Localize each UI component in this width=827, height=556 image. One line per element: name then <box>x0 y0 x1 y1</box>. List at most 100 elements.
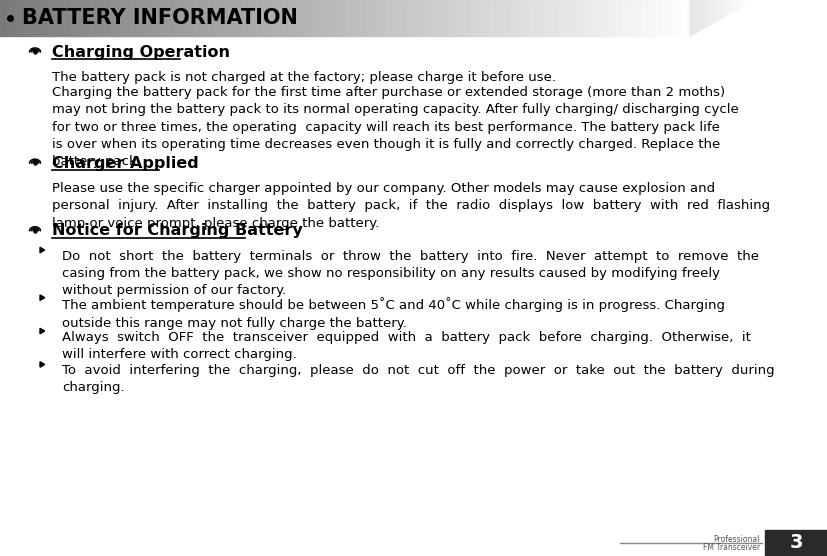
Bar <box>241 0 248 36</box>
Bar <box>117 0 124 36</box>
Text: Professional: Professional <box>714 534 760 544</box>
Bar <box>456 0 462 36</box>
Bar <box>200 0 207 36</box>
Polygon shape <box>720 0 723 19</box>
Text: Notice for Charging Battery: Notice for Charging Battery <box>52 224 303 239</box>
Bar <box>14 0 21 36</box>
Bar <box>221 0 227 36</box>
Bar <box>400 0 407 36</box>
Polygon shape <box>695 0 696 33</box>
Bar <box>476 0 483 36</box>
Bar <box>131 0 138 36</box>
Bar <box>545 0 552 36</box>
Polygon shape <box>727 0 729 16</box>
Bar <box>352 0 359 36</box>
Text: Always  switch  OFF  the  transceiver  equipped  with  a  battery  pack  before : Always switch OFF the transceiver equipp… <box>62 331 751 361</box>
Bar <box>179 0 186 36</box>
Text: Do  not  short  the  battery  terminals  or  throw  the  battery  into  fire.  N: Do not short the battery terminals or th… <box>62 250 759 297</box>
Bar <box>48 0 55 36</box>
Bar <box>765 530 827 556</box>
Bar <box>386 0 394 36</box>
Bar <box>538 0 545 36</box>
Bar <box>614 0 621 36</box>
Polygon shape <box>710 0 712 25</box>
Bar <box>600 0 607 36</box>
Bar <box>483 0 490 36</box>
Polygon shape <box>734 0 735 12</box>
Bar <box>276 0 283 36</box>
Bar <box>310 0 318 36</box>
Polygon shape <box>700 0 703 30</box>
Bar <box>27 0 35 36</box>
Bar <box>345 0 352 36</box>
Bar <box>110 0 117 36</box>
Polygon shape <box>738 0 740 9</box>
Bar <box>69 0 76 36</box>
Text: The ambient temperature should be between 5˚C and 40˚C while charging is in prog: The ambient temperature should be betwee… <box>62 297 725 330</box>
Bar <box>504 0 510 36</box>
Polygon shape <box>716 0 718 22</box>
Bar <box>497 0 504 36</box>
Polygon shape <box>714 0 716 23</box>
Bar <box>559 0 566 36</box>
Bar <box>0 0 7 36</box>
Bar <box>394 0 400 36</box>
Text: Charger Applied: Charger Applied <box>52 156 198 171</box>
Bar <box>635 0 642 36</box>
Bar <box>235 0 241 36</box>
Bar <box>524 0 531 36</box>
Bar <box>580 0 586 36</box>
Bar <box>159 0 165 36</box>
Bar <box>462 0 469 36</box>
Polygon shape <box>690 0 692 36</box>
Bar <box>435 0 442 36</box>
Bar <box>373 0 380 36</box>
Text: Please use the specific charger appointed by our company. Other models may cause: Please use the specific charger appointe… <box>52 182 770 230</box>
Polygon shape <box>692 0 695 35</box>
Polygon shape <box>729 0 731 14</box>
Bar <box>207 0 214 36</box>
Bar <box>269 0 276 36</box>
Text: To  avoid  interfering  the  charging,  please  do  not  cut  off  the  power  o: To avoid interfering the charging, pleas… <box>62 364 775 394</box>
Bar <box>256 0 262 36</box>
Bar <box>318 0 324 36</box>
Bar <box>683 0 690 36</box>
Bar <box>124 0 131 36</box>
Bar <box>421 0 428 36</box>
Bar <box>510 0 518 36</box>
Polygon shape <box>751 0 753 2</box>
Bar <box>262 0 269 36</box>
Bar <box>145 0 152 36</box>
Bar <box>83 0 89 36</box>
Bar <box>469 0 476 36</box>
Bar <box>103 0 110 36</box>
Polygon shape <box>699 0 700 31</box>
Polygon shape <box>707 0 710 26</box>
Polygon shape <box>718 0 720 21</box>
Bar <box>642 0 648 36</box>
Bar <box>648 0 656 36</box>
Bar <box>89 0 97 36</box>
Bar <box>76 0 83 36</box>
Bar <box>566 0 573 36</box>
Bar <box>152 0 159 36</box>
Polygon shape <box>735 0 738 11</box>
Bar <box>442 0 448 36</box>
Bar <box>366 0 373 36</box>
Bar <box>165 0 173 36</box>
Bar <box>41 0 48 36</box>
Polygon shape <box>705 0 707 28</box>
Bar <box>656 0 662 36</box>
Bar <box>490 0 497 36</box>
Bar <box>7 0 14 36</box>
Text: Charging the battery pack for the first time after purchase or extended storage : Charging the battery pack for the first … <box>52 86 739 168</box>
Bar <box>289 0 297 36</box>
Bar <box>552 0 559 36</box>
Bar <box>248 0 256 36</box>
Text: 3: 3 <box>789 534 803 553</box>
Bar <box>628 0 635 36</box>
Bar <box>35 0 41 36</box>
Polygon shape <box>40 362 45 367</box>
Polygon shape <box>731 0 734 13</box>
Bar <box>380 0 386 36</box>
